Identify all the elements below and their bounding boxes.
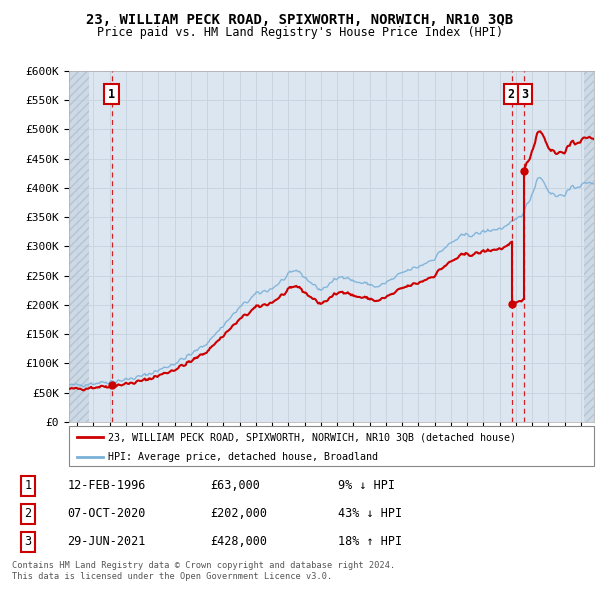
Text: 2: 2 xyxy=(24,507,31,520)
Text: 23, WILLIAM PECK ROAD, SPIXWORTH, NORWICH, NR10 3QB: 23, WILLIAM PECK ROAD, SPIXWORTH, NORWIC… xyxy=(86,13,514,27)
Text: Contains HM Land Registry data © Crown copyright and database right 2024.: Contains HM Land Registry data © Crown c… xyxy=(12,560,395,569)
Bar xyxy=(584,71,594,422)
Text: 43% ↓ HPI: 43% ↓ HPI xyxy=(338,507,402,520)
Text: 23, WILLIAM PECK ROAD, SPIXWORTH, NORWICH, NR10 3QB (detached house): 23, WILLIAM PECK ROAD, SPIXWORTH, NORWIC… xyxy=(109,432,517,442)
Text: 2: 2 xyxy=(507,88,514,101)
Text: 29-JUN-2021: 29-JUN-2021 xyxy=(67,535,146,548)
Bar xyxy=(69,71,89,422)
Text: 1: 1 xyxy=(24,480,31,493)
FancyBboxPatch shape xyxy=(69,426,594,466)
Text: £63,000: £63,000 xyxy=(210,480,260,493)
Text: 07-OCT-2020: 07-OCT-2020 xyxy=(67,507,146,520)
Text: HPI: Average price, detached house, Broadland: HPI: Average price, detached house, Broa… xyxy=(109,453,379,463)
Text: 9% ↓ HPI: 9% ↓ HPI xyxy=(338,480,395,493)
Text: 3: 3 xyxy=(521,88,529,101)
Text: This data is licensed under the Open Government Licence v3.0.: This data is licensed under the Open Gov… xyxy=(12,572,332,581)
Text: 12-FEB-1996: 12-FEB-1996 xyxy=(67,480,146,493)
Text: 1: 1 xyxy=(108,88,115,101)
Text: 3: 3 xyxy=(24,535,31,548)
Text: £428,000: £428,000 xyxy=(210,535,267,548)
Text: Price paid vs. HM Land Registry's House Price Index (HPI): Price paid vs. HM Land Registry's House … xyxy=(97,26,503,39)
Text: £202,000: £202,000 xyxy=(210,507,267,520)
Text: 18% ↑ HPI: 18% ↑ HPI xyxy=(338,535,402,548)
